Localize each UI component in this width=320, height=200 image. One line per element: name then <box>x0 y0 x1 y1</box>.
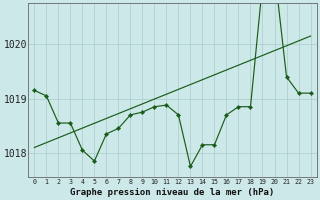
X-axis label: Graphe pression niveau de la mer (hPa): Graphe pression niveau de la mer (hPa) <box>70 188 275 197</box>
